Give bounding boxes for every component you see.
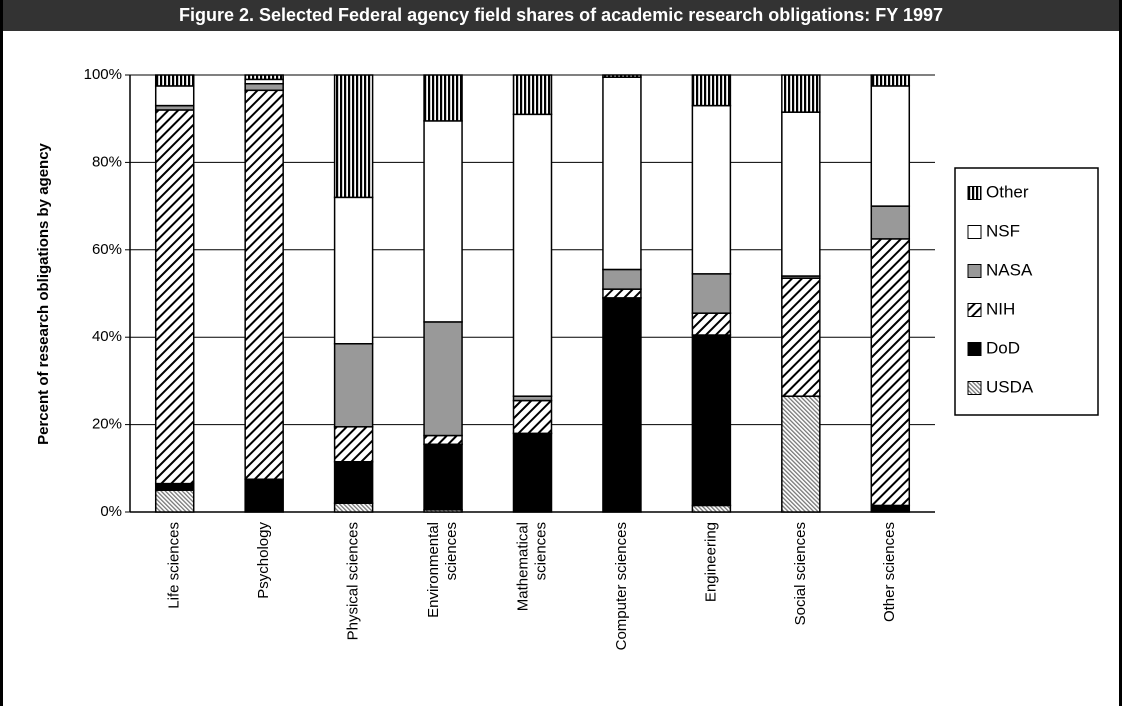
bar-segment [333,460,374,505]
bar-segment [870,205,911,240]
legend-label: DoD [986,338,1020,357]
legend-label: NIH [986,299,1015,318]
bar-segment [512,432,553,513]
bar-segment [423,434,463,446]
bar-segment [870,85,911,207]
bar-segment [691,312,732,336]
bar-segment [512,74,553,116]
legend-swatch [967,186,982,200]
bar-segment [154,109,195,485]
legend-label: NASA [986,260,1033,279]
x-tick-label: Other sciences [881,522,898,622]
bar-segment [691,104,732,275]
bar-segment [244,82,284,92]
title-band [0,0,1122,31]
x-tick-label: Mathematicalsciences [514,522,549,611]
bar-segment [602,268,642,290]
legend-label: USDA [986,377,1034,396]
bar-segment [333,196,374,345]
chart-title: Figure 2. Selected Federal agency field … [179,5,943,25]
legend-swatch [967,225,982,239]
bar-segment [244,89,284,480]
bar-segment [602,288,642,299]
bar-segment [423,120,463,323]
bar-segment [781,395,821,513]
y-tick-label: 80% [92,153,122,170]
x-tick-label: Engineering [702,522,719,602]
x-tick-label: Life sciences [166,522,183,609]
bar-segment [333,502,374,513]
legend-swatch [967,381,982,395]
legend-swatch [967,264,982,278]
y-tick-label: 0% [100,503,122,520]
bar-segment [512,399,553,435]
bar-segment [423,74,463,122]
y-tick-label: 20% [92,416,122,433]
y-axis-label: Percent of research obligations by agenc… [35,142,52,444]
bar-segment [154,85,195,107]
bar-segment [870,504,911,513]
legend-swatch [967,303,982,317]
bar-segment [154,74,195,87]
x-tick-label: Psychology [255,522,272,599]
bar-segment [602,76,642,271]
legend-swatch [967,342,982,356]
bar-segment [691,504,732,513]
bar-segment [244,478,284,513]
bar-segment [781,111,821,277]
x-tick-label: Environmentalsciences [425,522,460,618]
bar-segment [691,74,732,107]
bar-segment [333,74,374,199]
bar-segment [154,482,195,491]
bar-segment [602,297,642,513]
x-tick-label: Computer sciences [613,522,630,650]
bar-segment [423,443,463,511]
legend-label: Other [986,182,1029,201]
bar-segment [423,321,463,437]
bar-segment [602,74,642,78]
bar-segment [691,334,732,507]
x-tick-label: Social sciences [792,522,809,625]
legend [954,167,1099,416]
y-tick-label: 40% [92,328,122,345]
bar-segment [870,74,911,87]
bar-segment [691,273,732,314]
legend-label: NSF [986,221,1020,240]
y-tick-label: 100% [84,66,122,83]
bar-segment [333,343,374,428]
y-tick-label: 60% [92,241,122,258]
x-tick-label: Physical sciences [345,522,362,640]
bar-segment [512,113,553,397]
bar-segment [333,426,374,463]
bar-segment [781,74,821,113]
bar-segment [870,238,911,507]
bar-segment [154,489,195,513]
bar-segment [244,74,284,81]
bar-segment [781,277,821,397]
